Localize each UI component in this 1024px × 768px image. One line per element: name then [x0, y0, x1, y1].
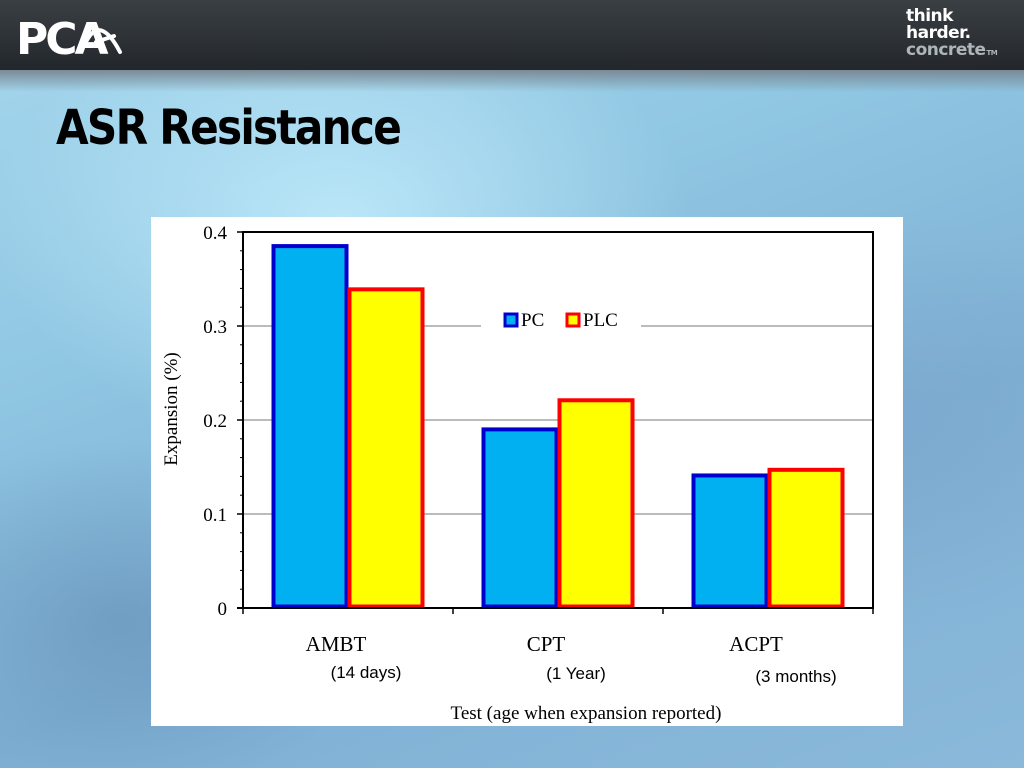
header-bar: PCA think harder. concreteTM: [0, 0, 1024, 70]
legend-label-pc: PC: [521, 310, 544, 331]
bars: [271, 244, 845, 609]
x-category-label: AMBT: [306, 632, 367, 656]
bar-plc-cpt: [557, 398, 635, 609]
x-category-sublabel: (1 Year): [546, 664, 606, 683]
pca-logo: PCA: [16, 14, 122, 62]
axes: [237, 231, 874, 614]
brand-line-1: think: [906, 6, 953, 26]
legend-swatch-pc: [503, 312, 519, 328]
x-category-label: CPT: [527, 632, 566, 656]
legend: PC PLC: [481, 307, 641, 335]
tick-labels: 0 0.1 0.2 0.3 0.4 AMBT (14 days) CPT (1 Year) ACP…: [203, 223, 836, 686]
y-axis-label: Expansion (%): [161, 352, 182, 465]
bar-pc-acpt: [691, 473, 769, 609]
x-category-label: ACPT: [729, 632, 783, 656]
bar-plc-ambt: [347, 287, 425, 609]
x-axis-label: Test (age when expansion reported): [451, 703, 722, 724]
header-shadow: [0, 70, 1024, 92]
slide-title: ASR Resistance: [56, 100, 402, 156]
brand-line-2: harder.: [906, 23, 971, 43]
brand-line-3-text: concrete: [906, 40, 986, 60]
pca-logo-text: PCA: [16, 14, 109, 62]
y-tick-label: 0.1: [203, 505, 227, 526]
brand-line-3: concreteTM: [906, 42, 1006, 62]
brand-tm: TM: [986, 49, 998, 57]
chart-panel: 0 0.1 0.2 0.3 0.4 AMBT (14 days) CPT (1 Year) ACP…: [151, 217, 903, 726]
bar-plc-acpt: [767, 467, 845, 609]
y-tick-label: 0.2: [203, 411, 227, 432]
y-tick-label: 0.4: [203, 223, 227, 244]
x-category-sublabel: (14 days): [331, 663, 402, 682]
think-harder-concrete-logo: think harder. concreteTM: [906, 8, 1006, 62]
bar-chart: 0 0.1 0.2 0.3 0.4 AMBT (14 days) CPT (1 Year) ACP…: [161, 223, 874, 724]
legend-swatch-plc: [565, 312, 581, 328]
bar-pc-cpt: [481, 427, 559, 609]
pca-logo-swoosh: [84, 28, 122, 54]
y-tick-label: 0.3: [203, 317, 227, 338]
legend-label-plc: PLC: [583, 310, 618, 331]
y-tick-label: 0: [218, 599, 228, 620]
x-category-sublabel: (3 months): [755, 667, 836, 686]
bar-pc-ambt: [271, 244, 349, 609]
